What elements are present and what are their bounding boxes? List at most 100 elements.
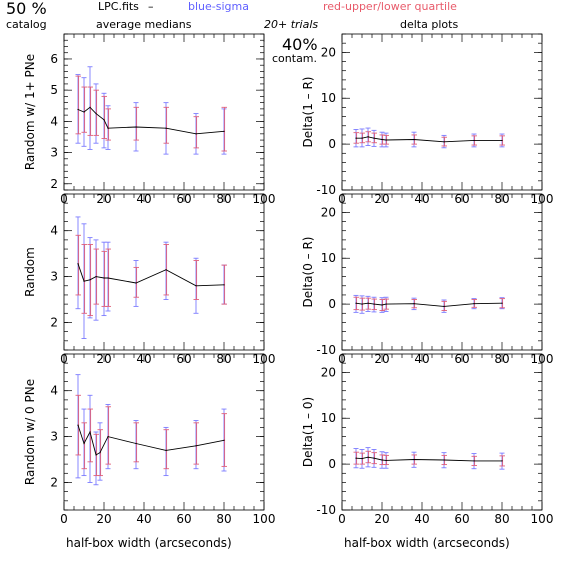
file-name: LPC.fits <box>98 0 139 13</box>
l0-ytick-label: 3 <box>50 146 58 160</box>
r1-median-point <box>381 304 383 306</box>
r1-frame <box>341 193 543 351</box>
r2-ytick-label: 10 <box>321 411 336 425</box>
l0-median-point <box>89 106 91 108</box>
l1-ylabel: Random <box>23 247 37 297</box>
l0-ytick-label: 2 <box>50 177 58 191</box>
r1-median-point <box>385 303 387 305</box>
r0-median-line <box>356 136 502 143</box>
r1-median-point <box>361 303 363 305</box>
r1-median-line <box>355 302 503 307</box>
l0-median-point <box>223 130 225 132</box>
r2-median-point <box>413 458 415 461</box>
r2-median-point <box>381 459 383 461</box>
r0-frame <box>341 33 543 191</box>
l1-median-point <box>89 279 91 281</box>
r0-ytick-label: -10 <box>316 183 336 197</box>
r2-ytick-label: 20 <box>321 365 336 379</box>
r1-median-point <box>373 303 375 305</box>
l2-xtick-label: 40 <box>136 512 151 526</box>
r0-ytick-label: 10 <box>321 91 336 105</box>
r0-median-point <box>473 139 475 142</box>
l0-ytick-label: 4 <box>50 114 58 128</box>
contam-label: contam. <box>272 52 317 65</box>
r2-median-point <box>373 457 375 459</box>
r2-ylabel: Delta(1 – 0) <box>301 397 315 467</box>
l0-median-point <box>95 112 97 115</box>
l0-ytick-label: 6 <box>50 52 58 66</box>
r0-median-point <box>501 139 503 142</box>
r2-xtick-label: 20 <box>374 512 389 526</box>
r2-median-point <box>443 459 445 461</box>
r0-ylabel: Delta(1 – R) <box>301 77 315 148</box>
r0-median-point <box>381 138 383 141</box>
r1-median-point <box>473 303 475 305</box>
r2-median-point <box>473 460 475 462</box>
l0-median-point <box>77 108 79 111</box>
r2-ytick-label: 0 <box>328 457 336 471</box>
l1-median-point <box>107 277 109 279</box>
r0-median-point <box>373 137 375 139</box>
r2-median-line <box>355 456 502 462</box>
r1-ylabel: Delta(0 – R) <box>301 237 315 308</box>
l2-median-line <box>77 424 225 456</box>
r2-xtick-label: 40 <box>414 512 429 526</box>
r1-ytick-label: -10 <box>316 343 336 357</box>
r1-median-point <box>501 302 503 304</box>
l1-median-point <box>83 280 85 282</box>
l1-ytick-label: 3 <box>50 270 58 284</box>
catalog-percent: 50 % <box>6 0 47 18</box>
l2-median-point <box>165 449 167 451</box>
r0-median-point <box>367 136 369 138</box>
r2-median-point <box>355 457 357 459</box>
l1-median-point <box>135 282 137 284</box>
l2-median-point <box>83 442 85 445</box>
r2-median-point <box>361 458 363 460</box>
l2-ytick-label: 4 <box>50 384 58 398</box>
r2-median-point <box>385 459 387 462</box>
l0-median-point <box>135 126 137 128</box>
r2-xtick-label: 100 <box>531 512 554 526</box>
r1-ytick-label: 0 <box>328 297 336 311</box>
l0-median-point <box>165 127 167 129</box>
l2-xtick-label: 80 <box>216 512 231 526</box>
contam-percent: 40% <box>282 35 318 54</box>
r2-xtick-label: 60 <box>454 512 469 526</box>
r0-median-point <box>413 138 415 141</box>
l2-xtick-label: 100 <box>253 512 276 526</box>
r1-median-point <box>413 303 415 305</box>
trials-label: 20+ trials <box>264 18 318 31</box>
r0-median-point <box>355 137 357 139</box>
r0-median-point <box>443 141 445 143</box>
r2-median-point <box>367 456 369 458</box>
l0-median-point <box>195 133 197 135</box>
r2-frame <box>341 353 543 511</box>
l2-ytick-label: 2 <box>50 475 58 489</box>
catalog-label: catalog <box>6 18 47 31</box>
l2-xtick-label: 60 <box>176 512 191 526</box>
r1-ytick-label: 20 <box>321 205 336 219</box>
l2-median-point <box>89 431 91 433</box>
header-dash: – <box>148 0 154 13</box>
l2-median-point <box>95 454 97 456</box>
subtitle-delta-plots: delta plots <box>400 18 458 31</box>
l1-median-point <box>95 275 97 278</box>
r1-ytick-label: 10 <box>321 251 336 265</box>
l1-median-point <box>103 277 105 279</box>
subtitle-average-medians: average medians <box>96 18 192 31</box>
l0-median-line <box>77 106 225 135</box>
l2-median-point <box>135 442 137 445</box>
legend-red-quartile: red-upper/lower quartile <box>323 0 457 13</box>
l0-median-point <box>103 119 105 121</box>
l2-ytick-label: 3 <box>50 430 58 444</box>
l0-ytick-label: 5 <box>50 83 58 97</box>
l0-median-point <box>107 127 109 129</box>
r1-median-point <box>443 305 445 308</box>
l2-median-point <box>223 439 225 441</box>
r2-xtick-label: 0 <box>338 512 346 526</box>
legend-blue-sigma: blue-sigma <box>188 0 249 13</box>
l1-median-point <box>77 263 79 265</box>
l1-frame <box>63 193 265 351</box>
r1-median-point <box>367 302 369 304</box>
